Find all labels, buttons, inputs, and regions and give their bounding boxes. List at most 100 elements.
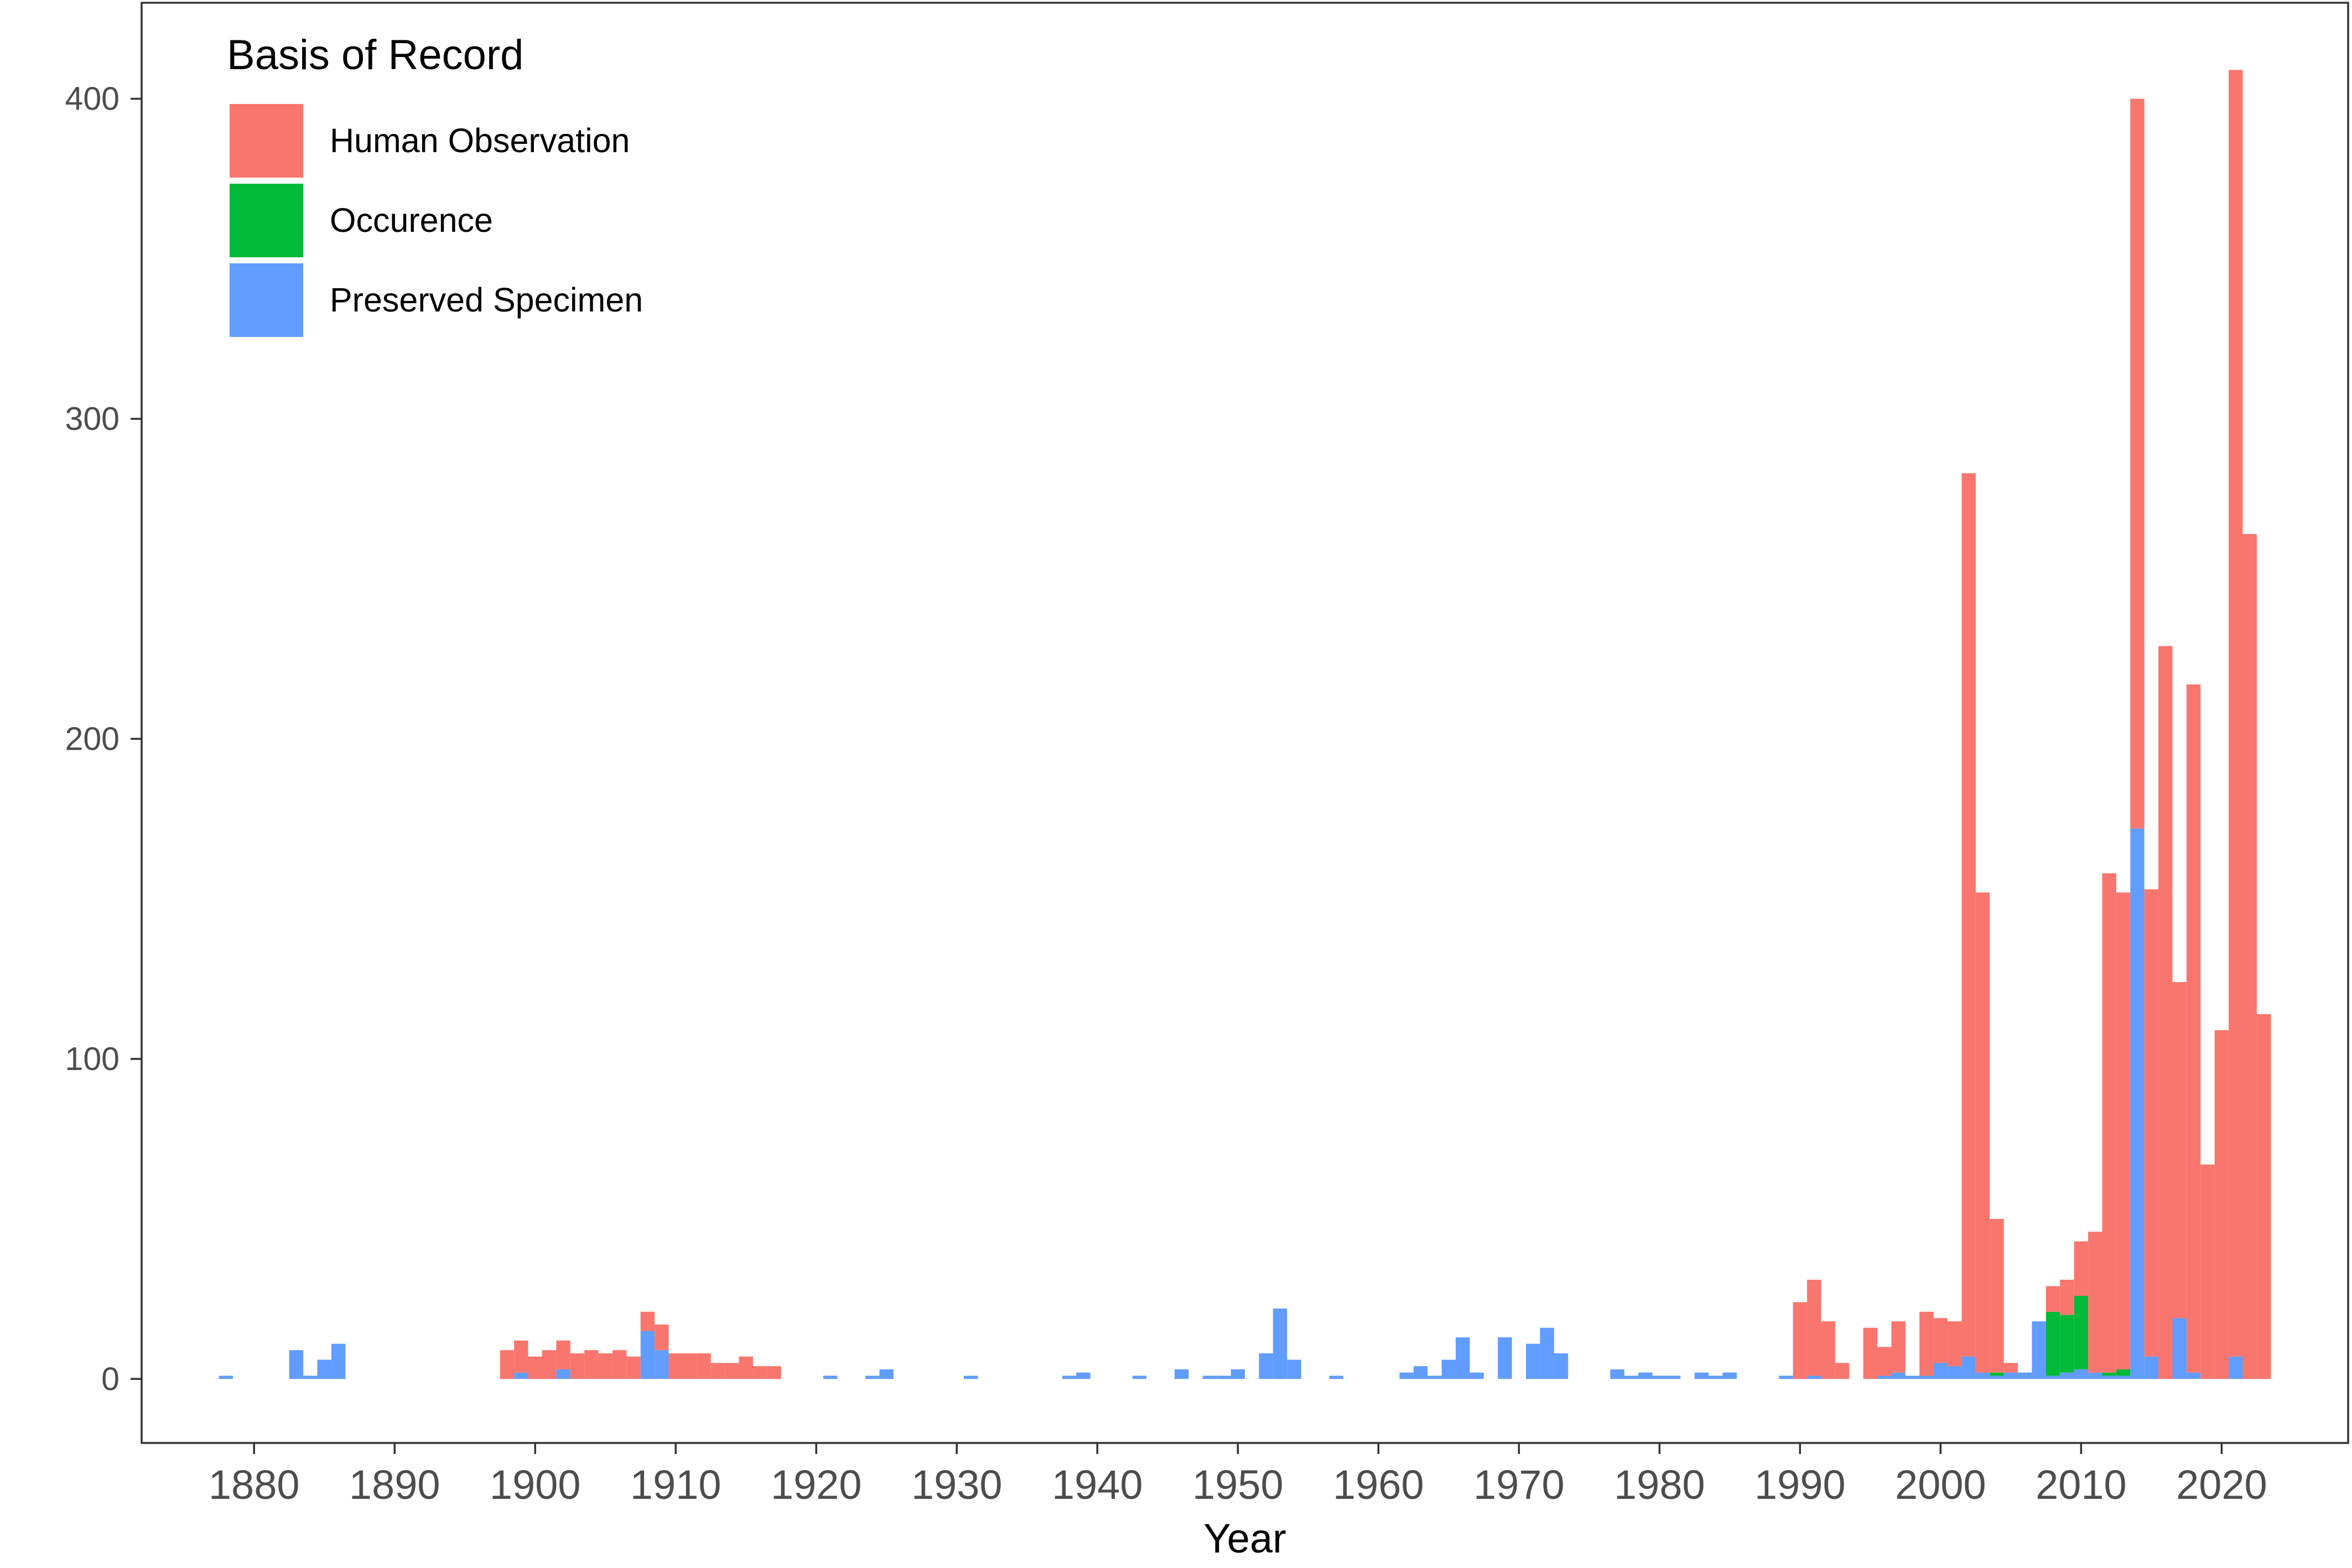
bar-human-observation-1905 xyxy=(598,1353,612,1379)
bar-preserved-specimen-1908 xyxy=(640,1331,655,1379)
bar-human-observation-2017 xyxy=(2172,982,2187,1318)
legend-entries: Human Observation Occurence Preserved Spec… xyxy=(230,104,643,337)
y-tick-label-300: 300 xyxy=(65,401,120,437)
legend-label-occurence: Occurence xyxy=(330,201,493,239)
legend: Basis of Record Human Observation Occuren… xyxy=(227,32,643,337)
bar-preserved-specimen-1991 xyxy=(1807,1375,1821,1379)
bar-preserved-specimen-2018 xyxy=(2186,1372,2201,1379)
x-tick-label-1960: 1960 xyxy=(1333,1462,1424,1508)
bar-human-observation-2009 xyxy=(2060,1279,2074,1315)
bar-preserved-specimen-2004 xyxy=(1990,1375,2004,1379)
bar-preserved-specimen-2012 xyxy=(2102,1375,2116,1379)
bar-human-observation-2002 xyxy=(1961,473,1976,1357)
bar-preserved-specimen-1878 xyxy=(219,1375,233,1379)
bar-human-observation-2019 xyxy=(2200,1164,2215,1379)
legend-key-human-observation xyxy=(230,104,303,178)
bar-human-observation-1910 xyxy=(668,1353,683,1379)
bar-human-observation-2005 xyxy=(2003,1363,2018,1373)
bar-preserved-specimen-1985 xyxy=(1722,1372,1737,1379)
bar-human-observation-1899 xyxy=(514,1340,528,1373)
bar-human-observation-1999 xyxy=(1919,1311,1934,1376)
bar-human-observation-1914 xyxy=(725,1363,739,1379)
bars-layer xyxy=(219,70,2271,1379)
bar-preserved-specimen-1953 xyxy=(1273,1309,1287,1379)
bar-preserved-specimen-1884 xyxy=(303,1375,318,1379)
bar-human-observation-2023 xyxy=(2256,1014,2271,1379)
bar-occurence-2004 xyxy=(1990,1372,2004,1376)
bar-preserved-specimen-1950 xyxy=(1230,1369,1245,1379)
bar-human-observation-1990 xyxy=(1793,1302,1808,1379)
bar-preserved-specimen-1983 xyxy=(1694,1372,1709,1379)
y-tick-label-0: 0 xyxy=(101,1361,120,1397)
bar-preserved-specimen-1969 xyxy=(1498,1337,1512,1379)
bar-preserved-specimen-2009 xyxy=(2060,1372,2074,1379)
bar-human-observation-2014 xyxy=(2130,98,2145,829)
bar-preserved-specimen-1963 xyxy=(1413,1366,1428,1379)
bar-human-observation-1916 xyxy=(752,1366,767,1379)
bar-preserved-specimen-1883 xyxy=(289,1350,304,1379)
legend-key-preserved-specimen xyxy=(230,263,303,337)
bar-human-observation-2004 xyxy=(1990,1219,2004,1373)
bar-human-observation-1906 xyxy=(612,1350,627,1379)
bar-human-observation-2001 xyxy=(1948,1321,1962,1367)
bar-human-observation-2000 xyxy=(1933,1318,1948,1363)
x-tick-label-1990: 1990 xyxy=(1754,1462,1846,1508)
bar-preserved-specimen-1996 xyxy=(1877,1375,1892,1379)
bar-human-observation-1995 xyxy=(1863,1327,1878,1379)
bar-human-observation-1993 xyxy=(1835,1363,1850,1379)
bar-preserved-specimen-2005 xyxy=(2003,1372,2018,1379)
bar-human-observation-2021 xyxy=(2229,70,2243,1357)
y-tick-label-400: 400 xyxy=(65,81,120,117)
x-tick-label-1900: 1900 xyxy=(490,1462,581,1508)
x-tick-label-1940: 1940 xyxy=(1052,1462,1143,1508)
bar-human-observation-1908 xyxy=(640,1311,655,1331)
bar-human-observation-1913 xyxy=(710,1363,725,1379)
bar-preserved-specimen-1886 xyxy=(331,1343,346,1379)
bar-occurence-2012 xyxy=(2102,1372,2116,1376)
bar-occurence-2008 xyxy=(2045,1311,2060,1376)
bar-preserved-specimen-1984 xyxy=(1709,1375,1723,1379)
bar-human-observation-2020 xyxy=(2214,1030,2229,1379)
bar-preserved-specimen-2013 xyxy=(2116,1375,2131,1379)
x-tick-label-1950: 1950 xyxy=(1192,1462,1284,1508)
bar-preserved-specimen-1972 xyxy=(1540,1327,1554,1379)
x-tick-label-2010: 2010 xyxy=(2036,1462,2127,1508)
bar-human-observation-1898 xyxy=(500,1350,515,1379)
bar-human-observation-1904 xyxy=(584,1350,599,1379)
bar-human-observation-2018 xyxy=(2186,684,2201,1373)
bar-preserved-specimen-1925 xyxy=(879,1369,894,1379)
bar-preserved-specimen-2006 xyxy=(2018,1372,2032,1379)
bar-human-observation-1915 xyxy=(739,1356,753,1379)
bar-preserved-specimen-1952 xyxy=(1259,1353,1273,1379)
bar-preserved-specimen-1943 xyxy=(1132,1375,1147,1379)
x-axis-title: Year xyxy=(1203,1515,1286,1561)
bar-preserved-specimen-1946 xyxy=(1174,1369,1189,1379)
bar-preserved-specimen-1964 xyxy=(1427,1375,1442,1379)
bar-human-observation-1912 xyxy=(697,1353,711,1379)
bar-preserved-specimen-1939 xyxy=(1076,1372,1091,1379)
bar-human-observation-1900 xyxy=(528,1356,542,1379)
x-tick-label-1930: 1930 xyxy=(911,1462,1003,1508)
bar-occurence-2010 xyxy=(2074,1295,2089,1369)
bar-preserved-specimen-1921 xyxy=(823,1375,838,1379)
legend-label-preserved-specimen: Preserved Specimen xyxy=(330,281,643,319)
bar-human-observation-2022 xyxy=(2242,534,2257,1379)
bar-preserved-specimen-1954 xyxy=(1287,1359,1301,1379)
bar-preserved-specimen-1909 xyxy=(655,1350,669,1379)
bar-human-observation-2013 xyxy=(2116,892,2131,1369)
bar-preserved-specimen-2000 xyxy=(1933,1363,1948,1379)
x-tick-label-1880: 1880 xyxy=(209,1462,300,1508)
bar-preserved-specimen-2002 xyxy=(1961,1356,1976,1379)
bar-preserved-specimen-1998 xyxy=(1905,1375,1920,1379)
bar-preserved-specimen-1924 xyxy=(865,1375,880,1379)
bar-human-observation-1917 xyxy=(767,1366,781,1379)
x-tick-label-1920: 1920 xyxy=(771,1462,862,1508)
bar-preserved-specimen-2001 xyxy=(1948,1366,1962,1379)
bar-human-observation-2003 xyxy=(1975,892,1990,1373)
y-tick-label-100: 100 xyxy=(65,1041,120,1077)
legend-title: Basis of Record xyxy=(227,32,523,79)
bar-human-observation-1903 xyxy=(570,1353,585,1379)
bar-human-observation-1992 xyxy=(1821,1321,1835,1379)
bar-preserved-specimen-1981 xyxy=(1666,1375,1681,1379)
bar-preserved-specimen-1965 xyxy=(1441,1359,1456,1379)
